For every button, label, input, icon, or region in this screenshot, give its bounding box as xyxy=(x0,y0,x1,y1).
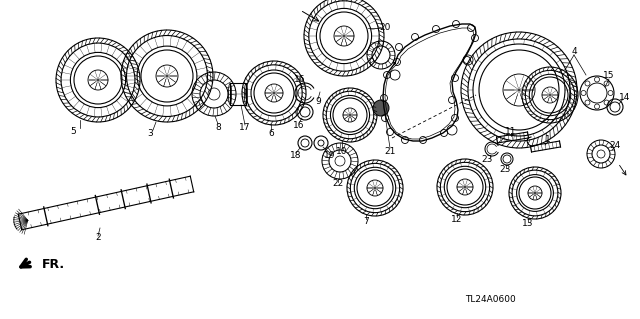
Text: TL24A0600: TL24A0600 xyxy=(465,295,515,305)
Text: 7: 7 xyxy=(363,218,369,226)
Text: 4: 4 xyxy=(571,48,577,56)
Text: 14: 14 xyxy=(620,93,630,101)
Text: 1: 1 xyxy=(545,136,551,145)
Text: 17: 17 xyxy=(239,123,251,132)
Text: 23: 23 xyxy=(481,155,493,165)
Text: 18: 18 xyxy=(291,151,301,160)
Text: 10: 10 xyxy=(336,146,348,155)
Text: 22: 22 xyxy=(332,180,344,189)
Text: 15: 15 xyxy=(604,71,615,80)
Text: 9: 9 xyxy=(315,98,321,107)
Circle shape xyxy=(373,100,389,116)
Text: 24: 24 xyxy=(609,140,621,150)
Text: 3: 3 xyxy=(147,129,153,137)
Text: 16: 16 xyxy=(293,122,305,130)
Text: 2: 2 xyxy=(95,234,101,242)
Text: 23: 23 xyxy=(499,166,511,174)
Text: 11: 11 xyxy=(505,127,516,136)
Text: 21: 21 xyxy=(384,146,396,155)
Text: 8: 8 xyxy=(215,122,221,131)
Text: 5: 5 xyxy=(70,128,76,137)
Text: 16: 16 xyxy=(294,75,306,84)
Text: 13: 13 xyxy=(522,219,534,228)
Text: 12: 12 xyxy=(451,216,463,225)
Text: FR.: FR. xyxy=(42,257,65,271)
Text: 6: 6 xyxy=(268,130,274,138)
Text: 20: 20 xyxy=(380,24,390,33)
Text: 19: 19 xyxy=(324,151,336,160)
